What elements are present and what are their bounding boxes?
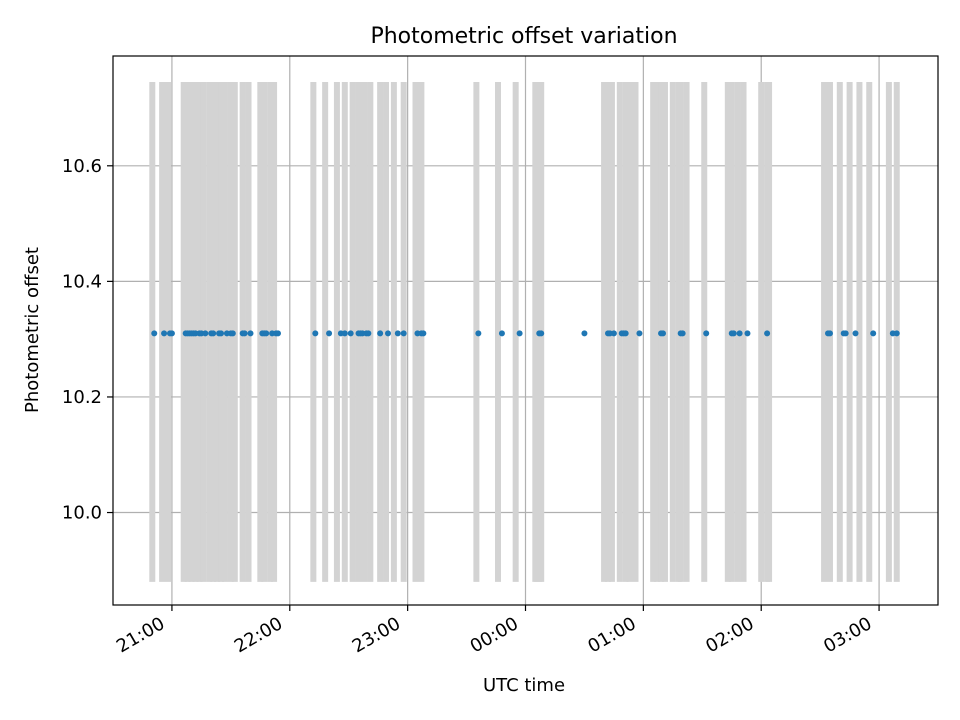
exposure-band xyxy=(333,82,340,582)
y-tick-label: 10.4 xyxy=(62,271,102,292)
data-point xyxy=(210,330,217,337)
data-point xyxy=(744,330,751,337)
y-tick-label: 10.2 xyxy=(62,387,102,408)
data-point xyxy=(202,330,209,337)
exposure-band xyxy=(885,82,892,582)
data-point xyxy=(394,330,401,337)
exposure-band xyxy=(836,82,843,582)
data-point xyxy=(161,330,168,337)
data-point xyxy=(736,330,743,337)
exposure-band xyxy=(495,82,501,582)
data-point xyxy=(341,330,348,337)
data-point xyxy=(870,330,877,337)
exposure-band xyxy=(856,82,863,582)
data-point xyxy=(151,330,158,337)
data-point xyxy=(893,330,900,337)
chart-title: Photometric offset variation xyxy=(370,24,677,49)
data-point xyxy=(610,330,617,337)
exposure-band xyxy=(866,82,873,582)
data-point xyxy=(622,330,629,337)
data-point xyxy=(385,330,391,337)
data-point xyxy=(275,330,281,337)
data-point xyxy=(498,330,505,337)
plot-area: 21:00 22:00 23:00 00:00 01:00 02:00 03:0010.01… xyxy=(62,55,939,657)
data-point xyxy=(218,330,225,337)
data-point xyxy=(581,330,588,337)
data-point xyxy=(347,330,354,337)
exposure-band xyxy=(390,82,397,582)
exposure-band xyxy=(846,82,853,582)
exposure-band xyxy=(683,82,690,582)
data-point xyxy=(730,330,737,337)
data-point xyxy=(168,330,175,337)
data-point xyxy=(826,330,833,337)
y-axis-label: Photometric offset xyxy=(22,247,43,413)
data-point xyxy=(377,330,384,337)
data-point xyxy=(764,330,771,337)
exposure-band xyxy=(650,82,657,582)
data-point xyxy=(420,330,427,337)
data-point xyxy=(326,330,333,337)
data-point xyxy=(247,330,254,337)
y-tick-label: 10.0 xyxy=(62,503,102,524)
data-point xyxy=(241,330,248,337)
data-point xyxy=(636,330,643,337)
data-point xyxy=(679,330,686,337)
exposure-band xyxy=(601,82,608,582)
data-point xyxy=(703,330,710,337)
exposure-band xyxy=(724,82,731,582)
exposure-band xyxy=(654,82,661,582)
exposure-band xyxy=(322,82,329,582)
x-axis-label: UTC time xyxy=(483,675,565,696)
data-point xyxy=(312,330,319,337)
data-point xyxy=(263,330,270,337)
data-point xyxy=(400,330,407,337)
data-point xyxy=(475,330,482,337)
data-point xyxy=(538,330,545,337)
data-point xyxy=(852,330,859,337)
exposure-band xyxy=(821,82,828,582)
y-tick-label: 10.6 xyxy=(62,156,102,177)
exposure-band xyxy=(669,82,676,582)
data-point xyxy=(660,330,666,337)
exposure-band xyxy=(740,82,747,582)
exposure-band xyxy=(626,82,633,582)
exposure-band xyxy=(632,82,639,582)
data-point xyxy=(842,330,849,337)
exposure-band xyxy=(512,82,519,582)
data-point xyxy=(229,330,236,337)
data-point xyxy=(516,330,523,337)
data-point xyxy=(365,330,372,337)
exposure-band xyxy=(758,82,765,582)
